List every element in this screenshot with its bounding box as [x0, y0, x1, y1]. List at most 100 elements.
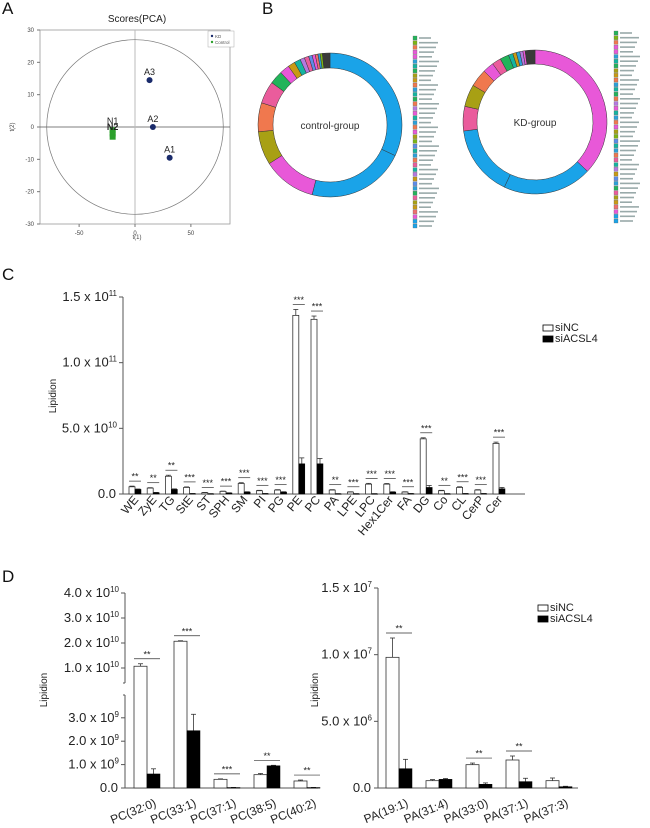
donut-legend-swatch: [613, 68, 619, 73]
bar-sinc: [183, 487, 191, 495]
significance-label: ***: [494, 428, 505, 438]
y-tick-label: 0.0: [353, 780, 371, 795]
donut-legend-text: [620, 168, 637, 171]
significance-label: **: [475, 749, 483, 759]
donut-legend-text: [419, 56, 432, 58]
bar-siacsl4: [306, 787, 321, 789]
donut-legend-text: [419, 220, 434, 223]
donut-legend-swatch: [613, 124, 619, 130]
bar-sinc: [545, 780, 560, 789]
donut-legend-text: [620, 98, 640, 100]
y-tick-label: 1.0 x 1010: [64, 660, 120, 675]
pca-x-axis-title: t(1): [133, 235, 142, 241]
donut-legend-text: [419, 168, 438, 171]
legend-swatch: [537, 604, 549, 612]
donut-legend-swatch: [412, 35, 418, 41]
bar-siacsl4: [334, 493, 342, 495]
donut-legend-swatch: [613, 106, 619, 111]
significance-label: ***: [366, 469, 377, 479]
donut-legend-text: [620, 159, 632, 161]
donut-legend-text: [419, 65, 437, 67]
bar-siacsl4: [298, 463, 306, 495]
donut-legend-swatch: [613, 40, 619, 45]
bar-sinc: [425, 780, 440, 789]
pca-point-label: A2: [147, 114, 158, 124]
bar-siacsl4: [225, 492, 233, 495]
donut-slice: [463, 128, 511, 188]
donut-legend-swatch: [412, 167, 418, 172]
donut-legend-text: [419, 93, 434, 96]
bar-sinc: [383, 483, 391, 495]
significance-label: ***: [222, 764, 233, 774]
significance-label: **: [395, 624, 403, 634]
bar-sinc: [213, 778, 228, 789]
significance-label: ***: [239, 468, 250, 478]
bar-sinc: [146, 487, 154, 495]
donut-legend-text: [419, 201, 433, 204]
donut-legend: [412, 35, 439, 229]
donut-legend-text: [620, 145, 638, 147]
donut-legend-text: [419, 140, 432, 143]
pca-x-tick-label: 50: [188, 231, 195, 237]
donut-legend-swatch: [613, 162, 619, 167]
donut-legend-swatch: [412, 181, 418, 186]
lipid-class-bar-chart: Lipidion 0.0 5.0 x 1010 1.0 x 1011 1.5 x 10…: [48, 289, 598, 538]
donut-legend-swatch: [412, 143, 418, 149]
donut-legend-swatch: [412, 120, 418, 125]
pca-title: Scores(PCA): [108, 14, 166, 25]
donut-legend-text: [620, 154, 634, 156]
y-tick-label: 0.0: [98, 486, 116, 501]
donut-legend-swatch: [613, 35, 619, 40]
significance-label: ***: [275, 475, 286, 485]
donut-legend-text: [419, 159, 433, 161]
bar-sinc: [474, 489, 482, 495]
bar-siacsl4: [462, 493, 469, 495]
donut-legend-swatch: [613, 148, 619, 153]
panel-label-c: C: [2, 265, 14, 284]
bar-siacsl4: [371, 493, 378, 495]
legend-label: siNC: [550, 602, 574, 614]
bar-sinc: [456, 487, 464, 495]
bar-sinc: [505, 759, 520, 789]
donut-legend-swatch: [412, 45, 418, 50]
donut-legend-text: [419, 126, 438, 129]
donut-legend-text: [419, 60, 439, 63]
bar-sinc: [346, 491, 354, 495]
donut-legend-text: [620, 177, 633, 180]
donut-legend-text: [419, 211, 438, 213]
dl-y-axis-title: Lipidion: [39, 673, 50, 707]
donut-legend-text: [419, 98, 432, 100]
donut-legend-text: [419, 79, 431, 82]
bar-siacsl4: [171, 489, 178, 495]
donut-legend-swatch: [412, 64, 418, 69]
donut-legend-swatch: [412, 153, 418, 158]
bar-sinc: [201, 492, 209, 495]
donut-legend-swatch: [613, 30, 619, 36]
donut-legend-swatch: [613, 54, 619, 59]
donut-legend-text: [620, 121, 639, 124]
donut-legend-swatch: [412, 96, 418, 102]
pca-legend-label: KD: [215, 34, 222, 39]
donut-legend-swatch: [613, 49, 619, 54]
donut-legend-text: [620, 173, 635, 175]
significance-label: ***: [312, 302, 323, 312]
donut-legend-text: [419, 192, 437, 194]
donut-legend-text: [419, 88, 436, 91]
donut-legend-text: [419, 131, 436, 133]
donut-legend-swatch: [613, 218, 619, 224]
donut-legend-swatch: [412, 111, 418, 116]
donut-legend-text: [620, 32, 632, 34]
donut-legend-text: [620, 107, 636, 109]
donut-legend-text: [620, 130, 635, 133]
donut-legend-text: [419, 173, 436, 176]
donut-legend-swatch: [613, 214, 619, 219]
donut-legend-text: [419, 197, 435, 199]
donut-legend-swatch: [613, 134, 619, 139]
category-label: Cer: [482, 493, 505, 517]
bar-siacsl4: [266, 765, 281, 789]
donut-legend-swatch: [613, 190, 619, 195]
pca-point-label: A3: [144, 67, 155, 77]
donut-legend-swatch: [412, 115, 418, 121]
pca-legend-marker: [210, 40, 214, 44]
